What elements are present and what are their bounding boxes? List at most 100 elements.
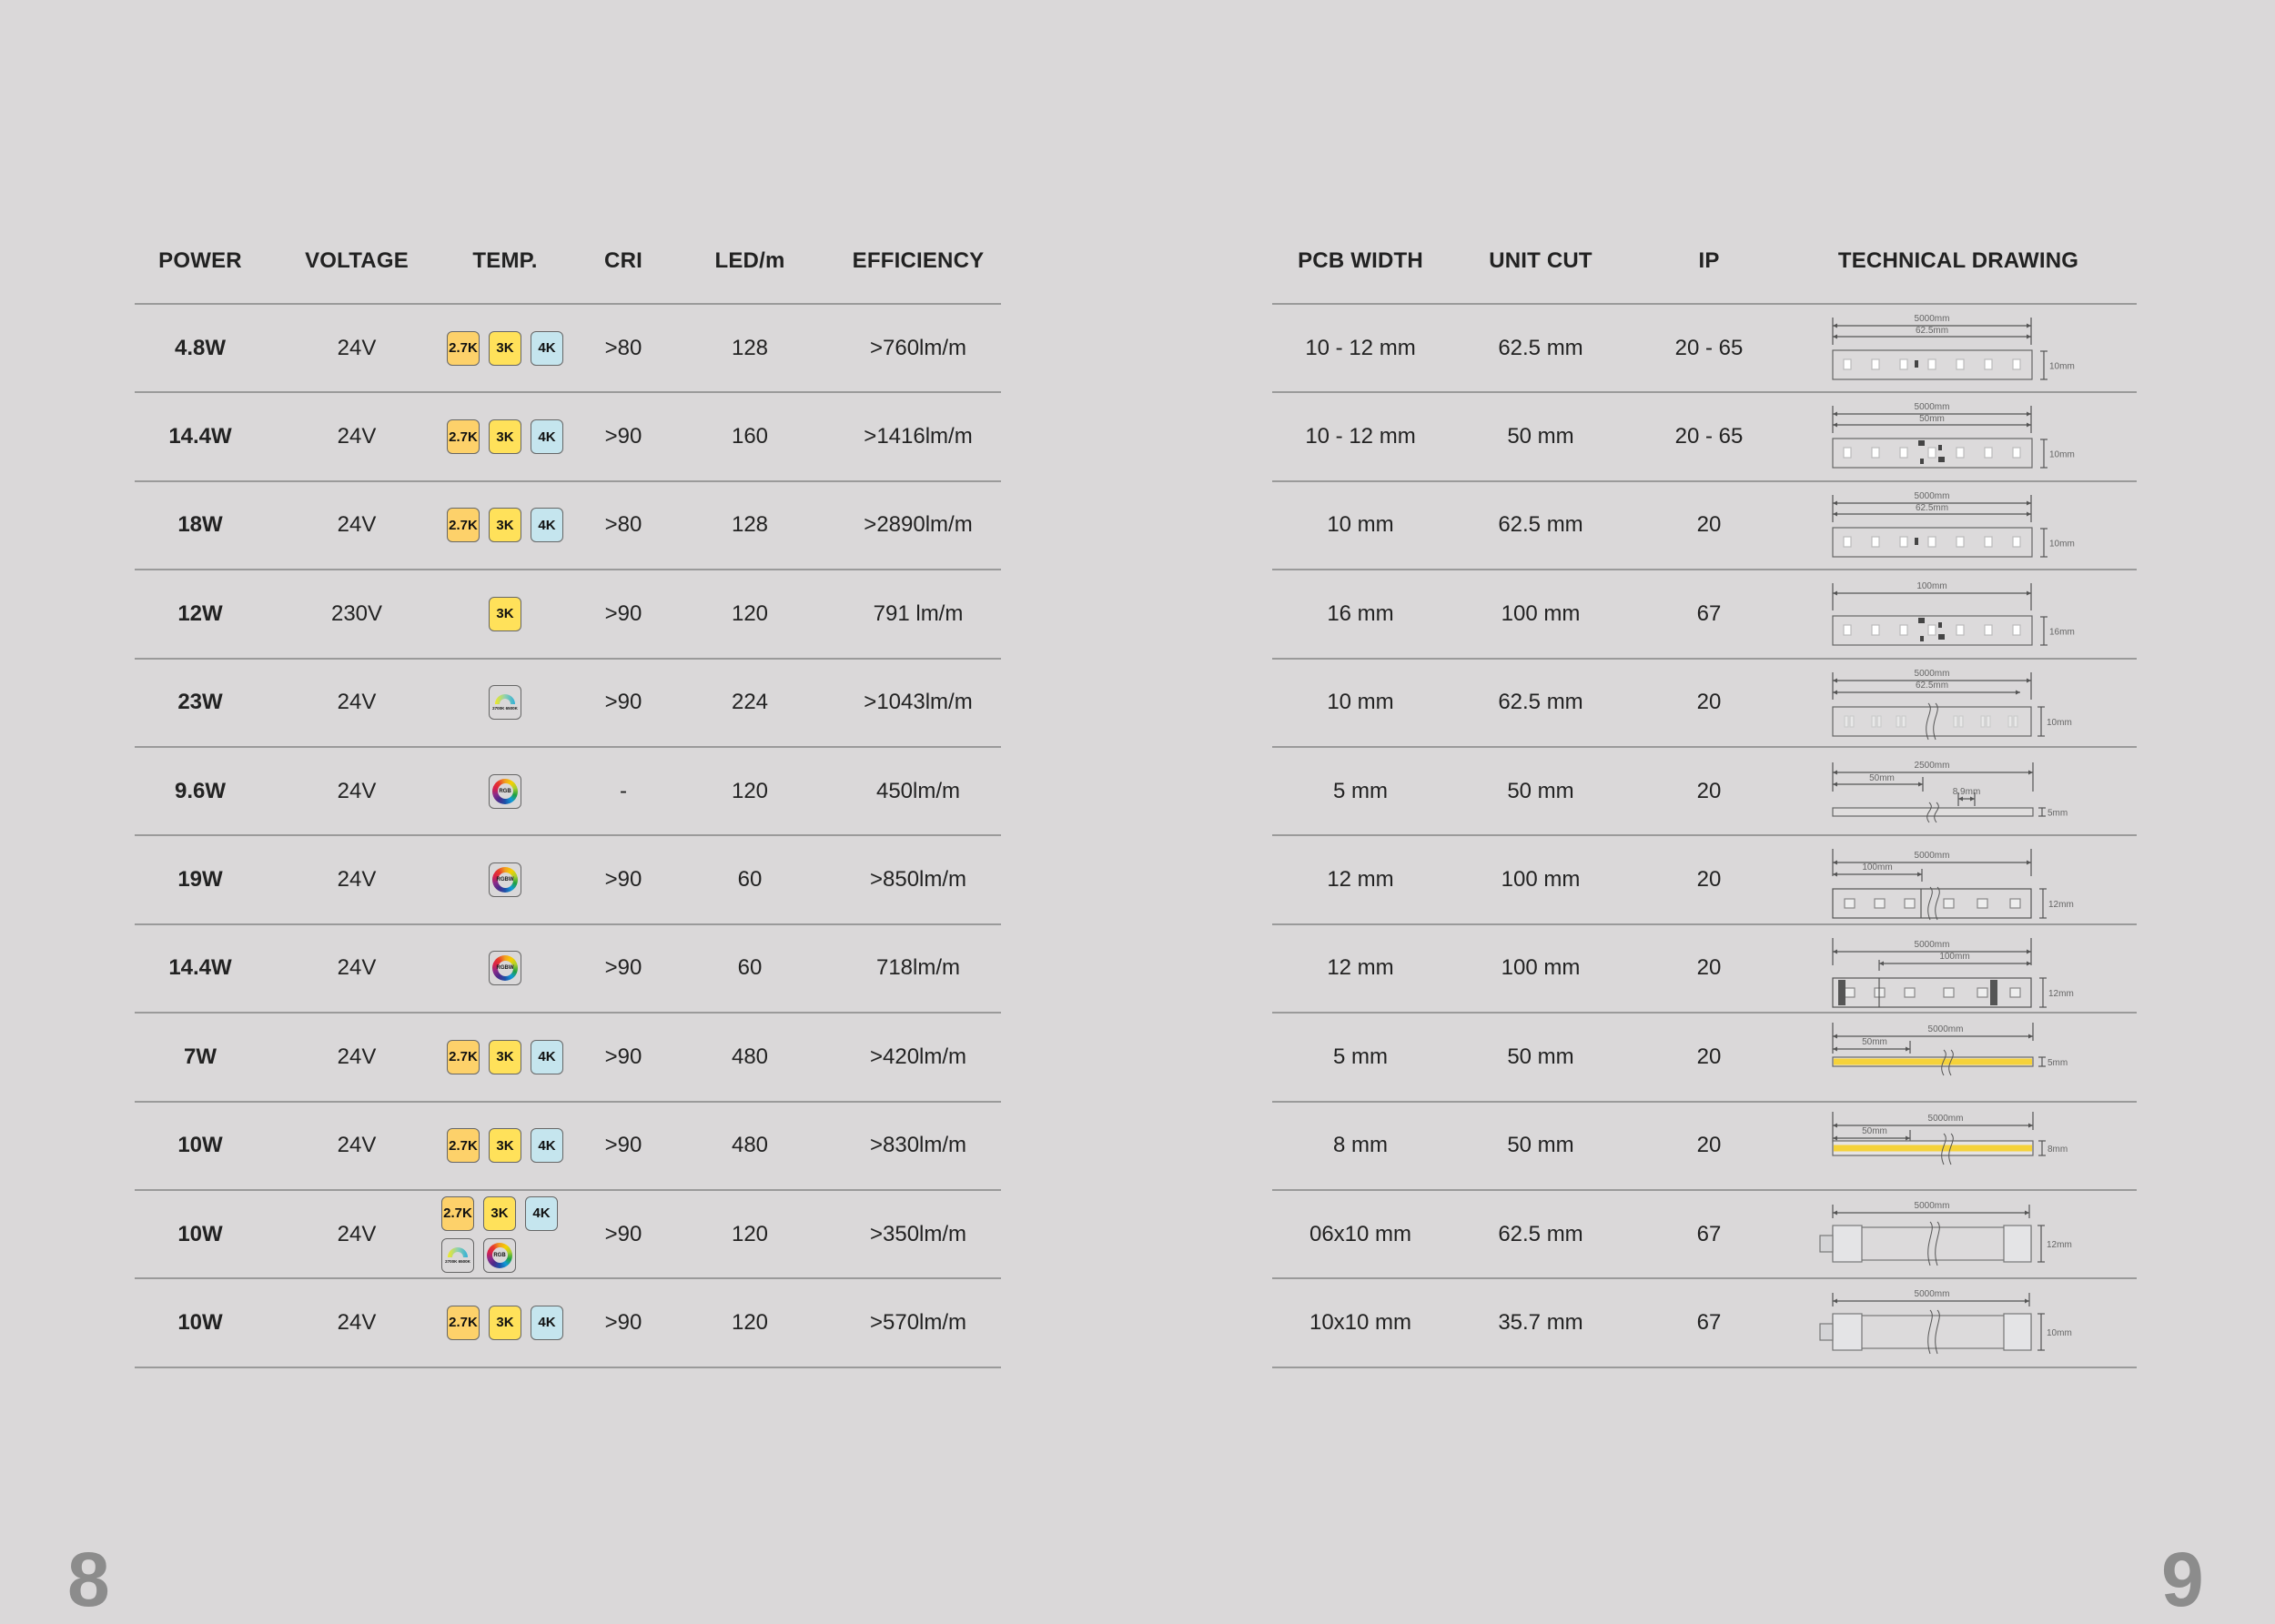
pcb-width-value: 12 mm xyxy=(1327,867,1394,893)
unit-cut-value: 100 mm xyxy=(1501,955,1581,981)
table-row: 4.8W 24V 2.7K 3K 4K >80 128 >760lm/m xyxy=(135,305,1001,394)
led-chip xyxy=(1901,714,1906,728)
voltage-value: 24V xyxy=(337,867,377,893)
temperature-options: RGBW xyxy=(489,951,521,986)
led-chip xyxy=(2013,714,2018,728)
rgb-wheel-icon: RGB xyxy=(483,1237,516,1273)
led-chip xyxy=(1876,714,1882,728)
header-temp: TEMP. xyxy=(472,247,538,273)
temp-badge-4k: 4K xyxy=(531,1305,563,1340)
efficiency-value: >350lm/m xyxy=(869,1221,967,1246)
resistor xyxy=(1938,634,1945,641)
voltage-value: 24V xyxy=(337,512,377,538)
table-row: 10 - 12 mm 62.5 mm 20 - 65 5000mm 62.5mm 10mm xyxy=(1272,305,2137,394)
dimension-label: 12mm xyxy=(2048,989,2074,999)
power-value: 14.4W xyxy=(168,424,232,449)
led-chip xyxy=(1896,714,1901,728)
cob-led-strip xyxy=(1834,1145,2032,1152)
header-efficiency: EFFICIENCY xyxy=(852,247,985,273)
dimension-label: 5000mm xyxy=(1915,669,1950,679)
voltage-value: 24V xyxy=(337,335,377,360)
led-chip xyxy=(1899,536,1908,548)
led-chip xyxy=(1953,714,1958,728)
dimension-label: 5000mm xyxy=(1915,402,1950,412)
led-chip xyxy=(1871,624,1880,636)
dimension-label: 5000mm xyxy=(1915,314,1950,324)
ip-value: 20 xyxy=(1696,1044,1722,1069)
technical-drawing: 5000mm 50mm 5mm xyxy=(1800,1014,2109,1105)
dimension-label: 8mm xyxy=(2048,1145,2068,1155)
technical-drawing: 100mm 16mm xyxy=(1800,570,2109,661)
temperature-options: RGB xyxy=(489,773,521,809)
pcb-width-value: 8 mm xyxy=(1333,1133,1388,1158)
temp-badge-2-7k: 2.7K xyxy=(447,1128,480,1164)
temp-badge-2-7k: 2.7K xyxy=(447,1305,480,1340)
table-row: 12 mm 100 mm 20 5000mm 100mm 12mm xyxy=(1272,836,2137,925)
ip-value: 67 xyxy=(1696,1221,1722,1246)
dimension-label: 62.5mm xyxy=(1916,503,1948,513)
ip-value: 20 xyxy=(1696,955,1722,981)
power-value: 19W xyxy=(177,867,223,893)
temp-badge-4k: 4K xyxy=(531,330,563,366)
temp-badge-2-7k: 2.7K xyxy=(441,1195,474,1231)
dimension-label: 5000mm xyxy=(1915,851,1950,861)
temp-badge-3k: 3K xyxy=(489,596,521,631)
led-chip xyxy=(2012,447,2021,459)
voltage-value: 24V xyxy=(337,1133,377,1158)
table-header: POWER VOLTAGE TEMP. CRI LED/m EFFICIENCY xyxy=(135,218,1001,305)
page-number-left: 8 xyxy=(67,1537,110,1622)
pcb-width-value: 12 mm xyxy=(1327,955,1394,981)
cri-value: >90 xyxy=(604,1309,642,1335)
dimension-label: 5000mm xyxy=(1928,1114,1964,1124)
unit-cut-value: 62.5 mm xyxy=(1498,1221,1583,1246)
voltage-value: 24V xyxy=(337,424,377,449)
led-chip xyxy=(2012,624,2021,636)
temp-badge-4k: 4K xyxy=(525,1195,558,1231)
temperature-options: 2.7K 3K 4K 2700K 6500K RGB xyxy=(441,1195,569,1273)
led-per-m-value: 120 xyxy=(731,1309,769,1335)
led-chip xyxy=(1927,624,1936,636)
dimension-label: 100mm xyxy=(1939,952,1969,962)
ip-value: 20 - 65 xyxy=(1674,424,1744,449)
unit-cut-value: 50 mm xyxy=(1507,778,1574,803)
table-row: 16 mm 100 mm 67 100mm 16mm xyxy=(1272,570,2137,661)
temperature-options: 2.7K 3K 4K xyxy=(447,508,563,543)
led-per-m-value: 224 xyxy=(731,690,769,715)
voltage-value: 24V xyxy=(337,1309,377,1335)
technical-drawing: 5000mm 12mm xyxy=(1800,1191,2109,1282)
color-wheel: RGB xyxy=(487,1242,512,1268)
table-row: 14.4W 24V 2.7K 3K 4K >90 160 >1416lm/m xyxy=(135,393,1001,482)
temp-badge-3k: 3K xyxy=(489,419,521,455)
technical-drawing: 5000mm 100mm 12mm xyxy=(1800,925,2109,1016)
ip-value: 20 xyxy=(1696,867,1722,893)
dimension-label: 50mm xyxy=(1862,1126,1887,1136)
table-row: 7W 24V 2.7K 3K 4K >90 480 >420lm/m xyxy=(135,1014,1001,1103)
technical-drawing: 5000mm 50mm 10mm xyxy=(1800,393,2109,484)
cri-value: >90 xyxy=(604,955,642,981)
cri-value: >90 xyxy=(604,1133,642,1158)
break-icon xyxy=(1927,1221,1940,1266)
temp-badge-3k: 3K xyxy=(489,330,521,366)
dimension-label: 50mm xyxy=(1862,1037,1887,1047)
table-row: 23W 24V 2700K 6500K >90 224 >1043lm/m xyxy=(135,660,1001,748)
neon-body xyxy=(1832,1226,2032,1261)
voltage-value: 24V xyxy=(337,955,377,981)
voltage-value: 24V xyxy=(337,1044,377,1069)
temp-badge-3k: 3K xyxy=(489,1128,521,1164)
led-per-m-value: 60 xyxy=(737,955,763,981)
header-technical-drawing: TECHNICAL DRAWING xyxy=(1837,247,2079,273)
header-ip: IP xyxy=(1698,247,1720,273)
rgbw-wheel-icon: RGBW xyxy=(489,951,521,986)
cob-led-strip xyxy=(1834,1058,2032,1065)
power-value: 9.6W xyxy=(174,778,227,803)
connector xyxy=(1990,979,1997,1005)
led-chip xyxy=(1871,358,1880,370)
resistor xyxy=(1915,360,1918,368)
header-unit-cut: UNIT CUT xyxy=(1489,247,1592,273)
led-chip xyxy=(1956,536,1965,548)
break-icon xyxy=(1927,886,1940,921)
specs-table-right: PCB WIDTH UNIT CUT IP TECHNICAL DRAWING … xyxy=(1272,218,2137,1368)
unit-cut-value: 35.7 mm xyxy=(1498,1309,1583,1335)
table-row: 10W 24V 2.7K 3K 4K >90 480 >830lm/m xyxy=(135,1103,1001,1191)
unit-cut-value: 50 mm xyxy=(1507,1044,1574,1069)
